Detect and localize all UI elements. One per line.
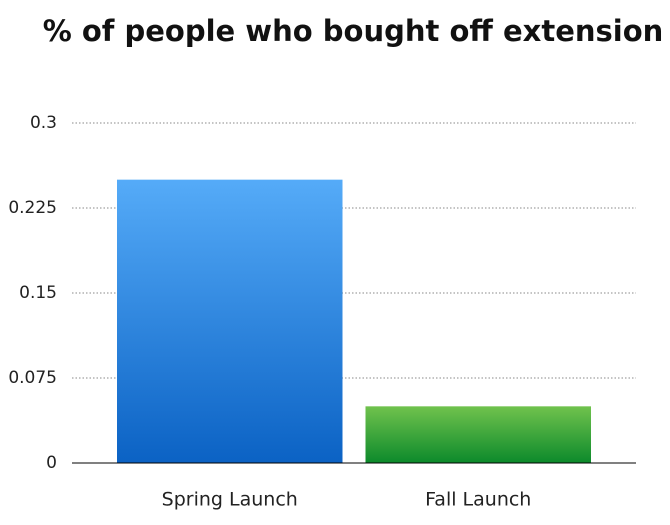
y-tick-label: 0.075 [8, 368, 57, 388]
x-tick-label: Fall Launch [425, 489, 531, 511]
y-tick-label: 0 [46, 453, 57, 473]
y-tick-label: 0.225 [8, 198, 57, 218]
y-tick-label: 0.3 [30, 113, 57, 133]
y-tick-label: 0.15 [19, 283, 57, 303]
bar [117, 179, 343, 463]
x-tick-label: Spring Launch [162, 489, 298, 511]
chart-title: % of people who bought off extension [43, 14, 664, 48]
bar [365, 406, 591, 463]
